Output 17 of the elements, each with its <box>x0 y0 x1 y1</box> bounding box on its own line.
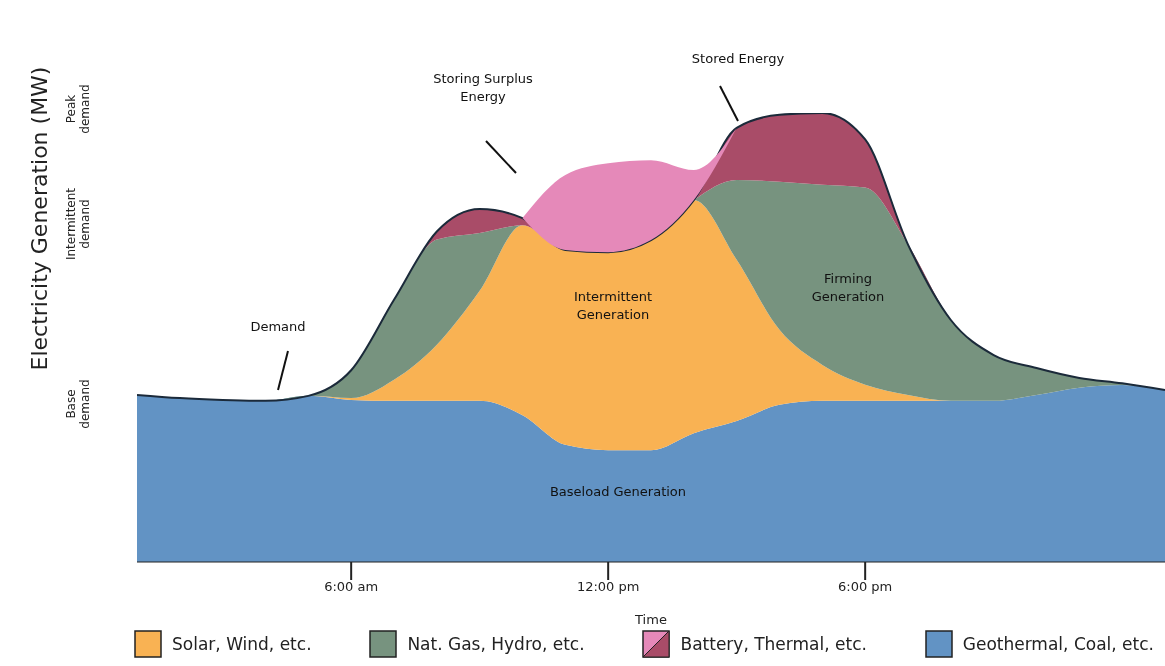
annotation: Firming Generation <box>810 270 886 306</box>
annotation: Demand <box>249 318 307 336</box>
x-axis-title: Time <box>634 612 667 627</box>
text: Stored Energy <box>690 50 786 68</box>
annotation: Intermittent Generation <box>572 288 654 324</box>
legend-label: Nat. Gas, Hydro, etc. <box>407 634 585 654</box>
x-tick-label: 6:00 pm <box>838 579 893 595</box>
legend-label: Geothermal, Coal, etc. <box>962 634 1154 654</box>
legend-label: Solar, Wind, etc. <box>172 634 312 654</box>
text: Intermittent demand <box>64 187 92 260</box>
text: Storing Surplus Energy <box>432 70 534 106</box>
text: Base demand <box>64 378 93 429</box>
x-tick-label: 6:00 am <box>324 579 379 595</box>
legend-label: Battery, Thermal, etc. <box>680 634 867 654</box>
y-axis-title: Electricity Generation (MW) <box>27 66 53 371</box>
text: Peak demand <box>64 83 93 134</box>
x-tick-label: 12:00 pm <box>576 579 640 595</box>
